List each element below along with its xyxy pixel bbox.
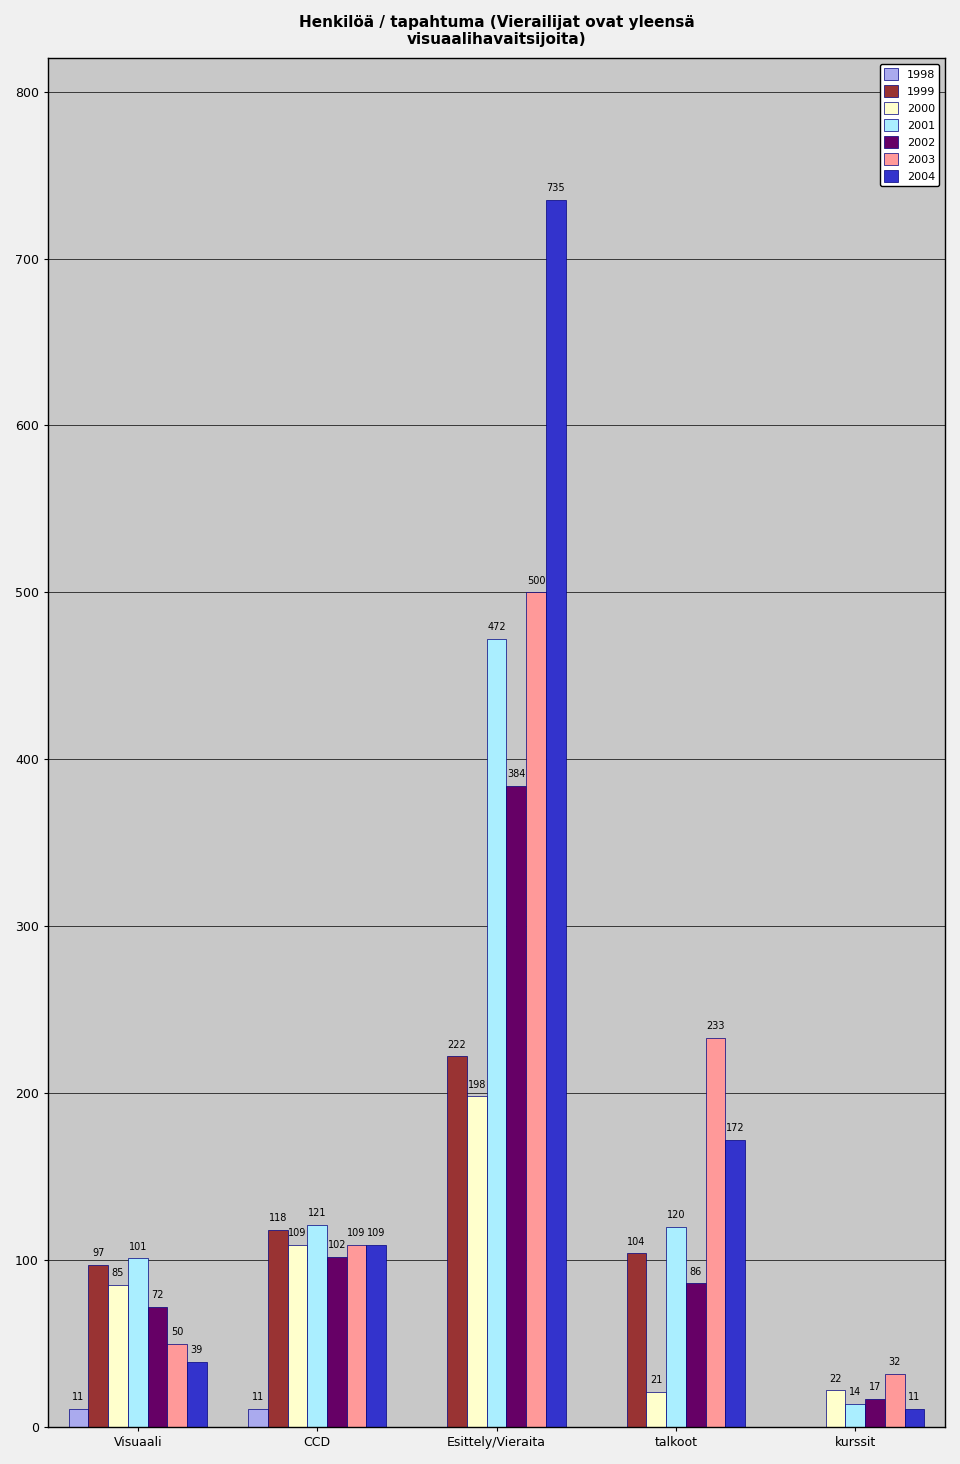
Bar (467, 1097, 487, 1427)
Text: 50: 50 (171, 1326, 183, 1337)
Bar (248, 1408, 268, 1427)
Bar (846, 1404, 865, 1427)
Bar (307, 1225, 327, 1427)
Bar (885, 1373, 904, 1427)
Text: 120: 120 (666, 1211, 685, 1220)
Text: 735: 735 (546, 183, 565, 193)
Text: 22: 22 (829, 1373, 842, 1383)
Bar (826, 1391, 846, 1427)
Text: 39: 39 (191, 1345, 204, 1356)
Bar (904, 1408, 924, 1427)
Bar (685, 1284, 706, 1427)
Text: 233: 233 (707, 1022, 725, 1032)
Text: 172: 172 (726, 1123, 744, 1133)
Text: 97: 97 (92, 1249, 105, 1259)
Text: 109: 109 (288, 1228, 306, 1239)
Bar (526, 593, 546, 1427)
Bar (69, 1408, 88, 1427)
Bar (506, 786, 526, 1427)
Bar (148, 1307, 167, 1427)
Bar (725, 1140, 745, 1427)
Bar (327, 1256, 347, 1427)
Text: 109: 109 (367, 1228, 386, 1239)
Text: 384: 384 (507, 770, 525, 779)
Bar (627, 1253, 646, 1427)
Text: 17: 17 (869, 1382, 881, 1392)
Text: 11: 11 (908, 1392, 921, 1403)
Bar (666, 1227, 685, 1427)
Bar (268, 1230, 287, 1427)
Bar (347, 1244, 367, 1427)
Text: 21: 21 (650, 1375, 662, 1385)
Text: 222: 222 (447, 1039, 467, 1050)
Text: 32: 32 (889, 1357, 900, 1367)
Bar (646, 1392, 666, 1427)
Text: 500: 500 (527, 575, 545, 586)
Legend: 1998, 1999, 2000, 2001, 2002, 2003, 2004: 1998, 1999, 2000, 2001, 2002, 2003, 2004 (880, 64, 940, 186)
Text: 14: 14 (850, 1386, 861, 1397)
Text: 11: 11 (72, 1392, 84, 1403)
Text: 198: 198 (468, 1080, 486, 1089)
Bar (187, 1362, 206, 1427)
Text: 109: 109 (348, 1228, 366, 1239)
Bar (367, 1244, 386, 1427)
Bar (167, 1344, 187, 1427)
Bar (706, 1038, 725, 1427)
Bar (546, 201, 565, 1427)
Text: 472: 472 (488, 622, 506, 632)
Text: 11: 11 (252, 1392, 264, 1403)
Bar (447, 1057, 467, 1427)
Text: 118: 118 (269, 1214, 287, 1224)
Bar (287, 1244, 307, 1427)
Text: 121: 121 (308, 1208, 326, 1218)
Text: 85: 85 (111, 1268, 124, 1278)
Text: 72: 72 (152, 1290, 164, 1300)
Text: 102: 102 (327, 1240, 347, 1250)
Bar (128, 1259, 148, 1427)
Text: 104: 104 (627, 1237, 646, 1247)
Bar (88, 1265, 108, 1427)
Text: 101: 101 (129, 1241, 147, 1252)
Bar (865, 1398, 885, 1427)
Title: Henkilöä / tapahtuma (Vierailijat ovat yleensä
visuaalihavaitsijoita): Henkilöä / tapahtuma (Vierailijat ovat y… (299, 15, 694, 47)
Text: 86: 86 (689, 1266, 702, 1277)
Bar (108, 1285, 128, 1427)
Bar (487, 640, 506, 1427)
